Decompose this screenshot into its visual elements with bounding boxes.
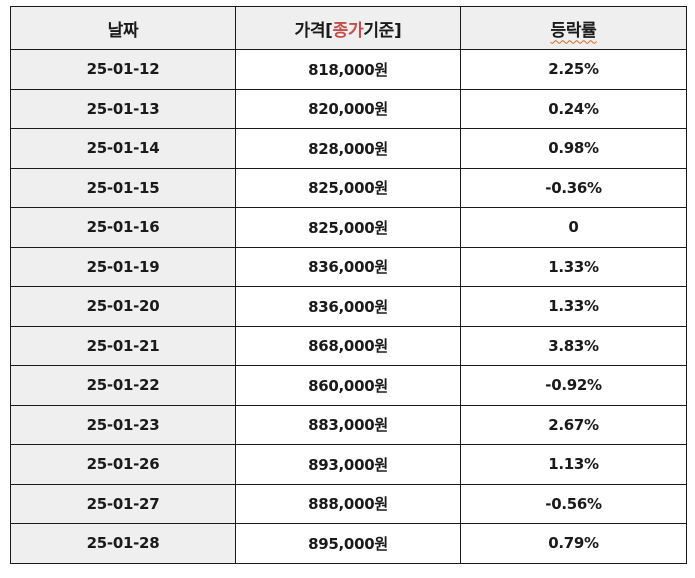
table-row: 25-01-19 836,000원 1.33% <box>10 246 687 287</box>
rate-cell: 0.24% <box>460 88 687 129</box>
price-cell: 818,000원 <box>235 49 461 90</box>
price-cell: 820,000원 <box>235 88 461 129</box>
rate-cell: 2.25% <box>460 49 687 90</box>
header-rate: 등락률 <box>460 6 687 50</box>
date-cell: 25-01-19 <box>10 246 236 287</box>
table-row: 25-01-15 825,000원 -0.36% <box>10 167 687 208</box>
table-row: 25-01-28 895,000원 0.79% <box>10 523 687 564</box>
price-cell: 860,000원 <box>235 365 461 406</box>
header-price: 가격[종가기준] <box>235 6 461 50</box>
header-price-suffix: 기준] <box>363 20 402 41</box>
rate-cell: -0.36% <box>460 167 687 208</box>
table-header-row: 날짜 가격[종가기준] 등락률 <box>10 6 687 50</box>
date-cell: 25-01-13 <box>10 88 236 129</box>
rate-cell: 3.83% <box>460 325 687 366</box>
table-row: 25-01-22 860,000원 -0.92% <box>10 365 687 406</box>
date-cell: 25-01-16 <box>10 207 236 248</box>
date-cell: 25-01-21 <box>10 325 236 366</box>
date-cell: 25-01-28 <box>10 523 236 564</box>
price-cell: 893,000원 <box>235 444 461 485</box>
stock-price-table: 날짜 가격[종가기준] 등락률 25-01-12 818,000원 2.25% … <box>10 6 687 564</box>
date-cell: 25-01-14 <box>10 128 236 169</box>
header-price-prefix: 가격[ <box>294 20 333 41</box>
table-row: 25-01-12 818,000원 2.25% <box>10 49 687 90</box>
rate-cell: -0.56% <box>460 483 687 524</box>
rate-cell: 0.79% <box>460 523 687 564</box>
price-cell: 883,000원 <box>235 404 461 445</box>
rate-cell: 2.67% <box>460 404 687 445</box>
price-cell: 888,000원 <box>235 483 461 524</box>
header-date: 날짜 <box>10 6 236 50</box>
price-cell: 836,000원 <box>235 246 461 287</box>
date-cell: 25-01-20 <box>10 286 236 327</box>
price-cell: 868,000원 <box>235 325 461 366</box>
price-cell: 828,000원 <box>235 128 461 169</box>
table-row: 25-01-20 836,000원 1.33% <box>10 286 687 327</box>
date-cell: 25-01-15 <box>10 167 236 208</box>
rate-cell: 1.33% <box>460 246 687 287</box>
price-cell: 825,000원 <box>235 207 461 248</box>
rate-cell: -0.92% <box>460 365 687 406</box>
header-rate-label: 등락률 <box>550 20 597 41</box>
table-row: 25-01-26 893,000원 1.13% <box>10 444 687 485</box>
price-cell: 825,000원 <box>235 167 461 208</box>
table-row: 25-01-14 828,000원 0.98% <box>10 128 687 169</box>
date-cell: 25-01-26 <box>10 444 236 485</box>
date-cell: 25-01-22 <box>10 365 236 406</box>
table-row: 25-01-23 883,000원 2.67% <box>10 404 687 445</box>
table-row: 25-01-16 825,000원 0 <box>10 207 687 248</box>
date-cell: 25-01-27 <box>10 483 236 524</box>
table-row: 25-01-27 888,000원 -0.56% <box>10 483 687 524</box>
price-cell: 836,000원 <box>235 286 461 327</box>
price-cell: 895,000원 <box>235 523 461 564</box>
rate-cell: 0.98% <box>460 128 687 169</box>
date-cell: 25-01-12 <box>10 49 236 90</box>
table-row: 25-01-13 820,000원 0.24% <box>10 88 687 129</box>
rate-cell: 0 <box>460 207 687 248</box>
rate-cell: 1.13% <box>460 444 687 485</box>
header-price-accent: 종가 <box>332 20 364 41</box>
date-cell: 25-01-23 <box>10 404 236 445</box>
rate-cell: 1.33% <box>460 286 687 327</box>
table-row: 25-01-21 868,000원 3.83% <box>10 325 687 366</box>
